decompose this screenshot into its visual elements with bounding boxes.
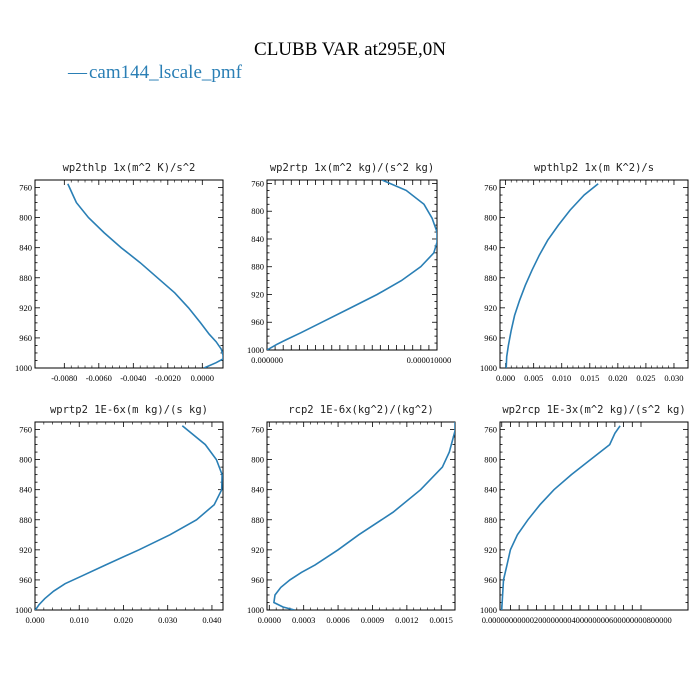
y-tick-label: 960 xyxy=(19,575,32,585)
y-tick-label: 760 xyxy=(251,425,264,435)
y-tick-label: 1000 xyxy=(480,605,497,615)
y-tick-label: 1000 xyxy=(15,605,32,615)
x-tick-label: 0.000 xyxy=(496,373,515,383)
y-tick-label: 960 xyxy=(251,575,264,585)
series-line xyxy=(273,422,455,610)
panel-title: wp2rtp 1x(m^2 kg)/(s^2 kg) xyxy=(270,162,434,174)
x-tick-label: 0.030 xyxy=(158,615,177,625)
y-tick-label: 880 xyxy=(19,273,32,283)
y-tick-label: 800 xyxy=(251,206,264,216)
y-tick-label: 760 xyxy=(19,425,32,435)
x-tick-label: -0.0060 xyxy=(86,373,112,383)
y-tick-label: 960 xyxy=(484,333,497,343)
legend-label: cam144_lscale_pmf xyxy=(89,62,243,83)
y-tick-label: 760 xyxy=(19,183,32,193)
x-tick-label: 0.0003 xyxy=(292,615,315,625)
y-tick-label: 920 xyxy=(19,303,32,313)
panel-2: wp2rtp 1x(m^2 kg)/(s^2 kg) 760 800 840 880 92… xyxy=(247,162,451,365)
panel-title: wpthlp2 1x(m K^2)/s xyxy=(534,162,654,174)
x-tick-label: 0.0015 xyxy=(430,615,453,625)
panel-6: wp2rcp 1E-3x(m^2 kg)/(s^2 kg) 760 800 840 88… xyxy=(480,404,689,625)
x-tick-label: 0.0000 xyxy=(258,615,281,625)
x-tick-label: 0.005 xyxy=(524,373,543,383)
y-tick-label: 1000 xyxy=(247,605,264,615)
panel-4: wprtp2 1E-6x(m kg)/(s kg) 760 800 840 880 920… xyxy=(15,404,224,625)
series-line xyxy=(67,183,223,368)
x-tick-label: 0.025 xyxy=(636,373,655,383)
y-tick-label: 1000 xyxy=(247,345,264,355)
series-line xyxy=(267,180,437,350)
panel-title: wprtp2 1E-6x(m kg)/(s kg) xyxy=(50,404,208,416)
plot-frame xyxy=(34,179,224,369)
y-tick-label: 800 xyxy=(19,455,32,465)
y-tick-label: 840 xyxy=(19,485,32,495)
y-tick-label: 920 xyxy=(484,303,497,313)
series-line xyxy=(505,183,599,368)
legend: — cam144_lscale_pmf xyxy=(67,62,243,83)
x-tick-label: 0.000010000 xyxy=(407,355,452,365)
y-tick-label: 840 xyxy=(484,485,497,495)
y-tick-label: 920 xyxy=(251,545,264,555)
y-tick-label: 880 xyxy=(19,515,32,525)
y-tick-label: 880 xyxy=(484,515,497,525)
y-tick-label: 920 xyxy=(19,545,32,555)
y-tick-label: 760 xyxy=(251,178,264,188)
y-tick-label: 960 xyxy=(19,333,32,343)
plot-frame xyxy=(266,179,438,351)
panel-title: rcp2 1E-6x(kg^2)/(kg^2) xyxy=(288,404,433,416)
panel-title: wp2thlp 1x(m^2 K)/s^2 xyxy=(63,162,196,174)
panel-title: wp2rcp 1E-3x(m^2 kg)/(s^2 kg) xyxy=(502,404,685,416)
y-tick-label: 840 xyxy=(251,234,264,244)
y-tick-label: 920 xyxy=(251,289,264,299)
panel-1: wp2thlp 1x(m^2 K)/s^2 760 800 840 880 920 960 1… xyxy=(15,162,224,383)
x-tick-label: 0.000 xyxy=(25,615,44,625)
y-tick-label: 920 xyxy=(484,545,497,555)
legend-line: — xyxy=(67,62,88,83)
x-tick-label: 0.015 xyxy=(580,373,599,383)
x-tick-label: -0.0020 xyxy=(155,373,181,383)
y-tick-label: 880 xyxy=(251,515,264,525)
y-tick-label: 1000 xyxy=(480,363,497,373)
x-tick-label: 0.020 xyxy=(114,615,133,625)
series-line xyxy=(500,425,621,610)
plot-frame xyxy=(499,421,689,611)
y-tick-label: 760 xyxy=(484,183,497,193)
panel-5: rcp2 1E-6x(kg^2)/(kg^2) 760 800 840 880 920 96… xyxy=(247,404,456,625)
y-tick-label: 840 xyxy=(19,243,32,253)
y-tick-label: 760 xyxy=(484,425,497,435)
y-tick-label: 840 xyxy=(484,243,497,253)
x-tick-label: 0.0009 xyxy=(361,615,384,625)
y-tick-label: 880 xyxy=(484,273,497,283)
y-tick-label: 800 xyxy=(484,213,497,223)
panels: wp2thlp 1x(m^2 K)/s^2 760 800 840 880 920 960 1… xyxy=(15,162,689,625)
plot-frame xyxy=(499,179,689,369)
y-tick-label: 960 xyxy=(484,575,497,585)
x-tick-label: -0.0080 xyxy=(51,373,77,383)
y-tick-label: 880 xyxy=(251,262,264,272)
x-tick-label: 0.020 xyxy=(608,373,627,383)
x-tick-label: 0.030 xyxy=(664,373,683,383)
x-tick-label: 0.0006 xyxy=(326,615,349,625)
x-tick-label: 0.010 xyxy=(70,615,89,625)
x-tick-label: 0.0012 xyxy=(395,615,418,625)
x-tick-label: -0.0040 xyxy=(120,373,146,383)
x-tick-label: 0.000000 xyxy=(251,355,283,365)
plot-frame xyxy=(266,421,456,611)
x-tick-label: 0.0000 xyxy=(191,373,214,383)
x-tick-label: 0.010 xyxy=(552,373,571,383)
y-tick-label: 960 xyxy=(251,317,264,327)
plot-frame xyxy=(34,421,224,611)
y-tick-label: 1000 xyxy=(15,363,32,373)
y-tick-label: 800 xyxy=(251,455,264,465)
y-tick-label: 800 xyxy=(484,455,497,465)
panel-3: wpthlp2 1x(m K^2)/s 760 800 840 880 920 960 100… xyxy=(480,162,689,383)
series-line xyxy=(35,425,223,610)
figure-title: CLUBB VAR at295E,0N xyxy=(254,39,446,60)
y-tick-label: 800 xyxy=(19,213,32,223)
y-tick-label: 840 xyxy=(251,485,264,495)
x-tick-label: 0.00000000000200000000400000000600000000… xyxy=(482,615,672,625)
x-tick-label: 0.040 xyxy=(202,615,221,625)
